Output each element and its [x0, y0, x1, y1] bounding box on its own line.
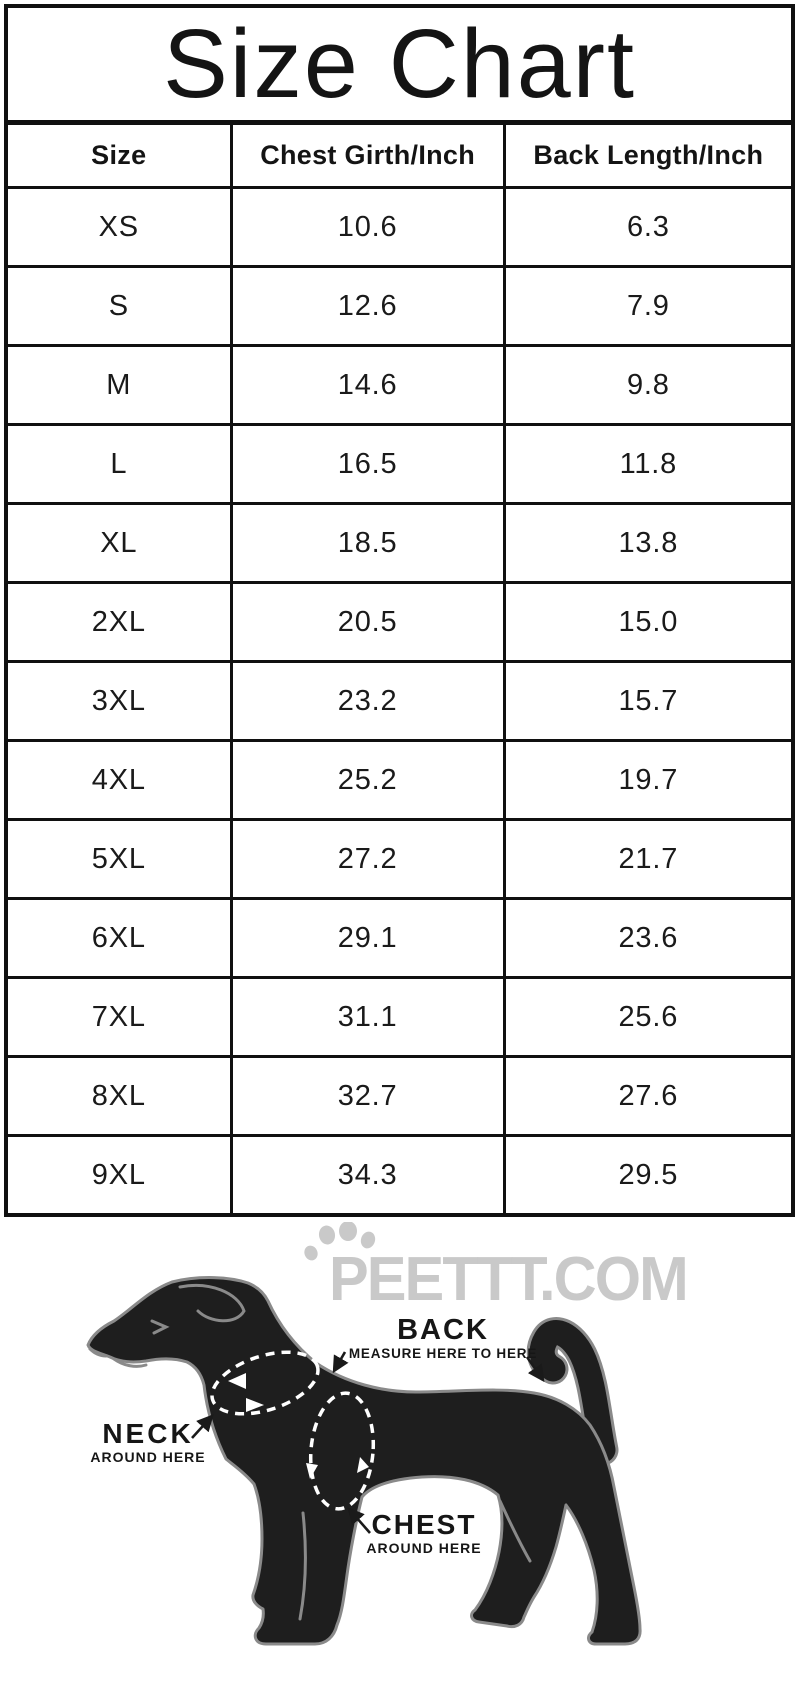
back-label: BACK — [397, 1314, 489, 1346]
size-cell: 3XL — [4, 660, 233, 742]
table-row: XL 18.5 13.8 — [4, 502, 795, 584]
chest-arrow — [347, 1507, 371, 1534]
size-cell: 7XL — [4, 976, 233, 1058]
chest-girth-cell: 34.3 — [229, 1134, 506, 1217]
chest-girth-cell: 12.6 — [229, 265, 506, 347]
size-cell: M — [4, 344, 233, 426]
table-row: 5XL 27.2 21.7 — [4, 818, 795, 900]
table-row: 2XL 20.5 15.0 — [4, 581, 795, 663]
neck-label-block: NECK AROUND HERE — [64, 1419, 232, 1466]
back-length-cell: 19.7 — [502, 739, 795, 821]
neck-sublabel: AROUND HERE — [90, 1449, 206, 1465]
title-row: Size Chart — [4, 4, 795, 125]
size-cell: 4XL — [4, 739, 233, 821]
back-rear-arrow — [525, 1356, 545, 1383]
back-length-cell: 21.7 — [502, 818, 795, 900]
back-front-arrow — [332, 1351, 349, 1374]
dog-silhouette — [86, 1276, 642, 1646]
neck-label: NECK — [102, 1418, 194, 1449]
table-header-row: Size Chest Girth/Inch Back Length/Inch — [4, 121, 795, 189]
back-length-cell: 9.8 — [502, 344, 795, 426]
size-cell: 5XL — [4, 818, 233, 900]
table-row: L 16.5 11.8 — [4, 423, 795, 505]
column-header: Size — [4, 121, 233, 189]
chest-label: CHEST — [371, 1509, 477, 1540]
back-length-cell: 25.6 — [502, 976, 795, 1058]
size-cell: 6XL — [4, 897, 233, 979]
hind-leg-seam — [498, 1499, 532, 1563]
column-header: Back Length/Inch — [502, 121, 795, 189]
size-cell: XS — [4, 186, 233, 268]
chest-girth-cell: 25.2 — [229, 739, 506, 821]
chest-girth-cell: 10.6 — [229, 186, 506, 268]
chest-girth-cell: 16.5 — [229, 423, 506, 505]
table-row: 7XL 31.1 25.6 — [4, 976, 795, 1058]
dog-nose-line — [88, 1347, 108, 1358]
back-length-cell: 15.7 — [502, 660, 795, 742]
neck-arrow — [191, 1414, 214, 1439]
size-cell: 9XL — [4, 1134, 233, 1217]
dog-tail — [526, 1317, 619, 1466]
table-row: 3XL 23.2 15.7 — [4, 660, 795, 742]
back-length-cell: 23.6 — [502, 897, 795, 979]
back-sublabel: MEASURE HERE TO HERE — [348, 1346, 538, 1361]
chest-girth-cell: 23.2 — [229, 660, 506, 742]
chest-girth-cell: 29.1 — [229, 897, 506, 979]
front-leg-seam — [298, 1511, 307, 1621]
chest-girth-cell: 32.7 — [229, 1055, 506, 1137]
chest-girth-cell: 14.6 — [229, 344, 506, 426]
dog-eye — [150, 1319, 170, 1335]
back-label-block: BACK MEASURE HERE TO HERE — [323, 1314, 563, 1362]
back-length-cell: 6.3 — [502, 186, 795, 268]
size-cell: 8XL — [4, 1055, 233, 1137]
back-length-cell: 29.5 — [502, 1134, 795, 1217]
page-title: Size Chart — [4, 4, 795, 125]
dog-mouth-line — [112, 1357, 148, 1368]
column-header: Chest Girth/Inch — [229, 121, 506, 189]
back-length-cell: 15.0 — [502, 581, 795, 663]
back-length-cell: 7.9 — [502, 265, 795, 347]
dog-detail-lines — [88, 1284, 532, 1621]
table-row: M 14.6 9.8 — [4, 344, 795, 426]
size-cell: S — [4, 265, 233, 347]
table-body: XS 10.6 6.3 S 12.6 7.9 M 14.6 9.8 L 16.5 11.8 XL 18.5… — [4, 186, 795, 1217]
size-cell: 2XL — [4, 581, 233, 663]
neck-girth-ellipse — [210, 1350, 320, 1416]
watermark: PEETTT.COM — [329, 1245, 689, 1314]
dog-measurement-diagram — [86, 1276, 642, 1646]
table-row: 8XL 32.7 27.6 — [4, 1055, 795, 1137]
table-row: 6XL 29.1 23.6 — [4, 897, 795, 979]
table-row: XS 10.6 6.3 — [4, 186, 795, 268]
chest-girth-cell: 27.2 — [229, 818, 506, 900]
table-row: 4XL 25.2 19.7 — [4, 739, 795, 821]
size-cell: XL — [4, 502, 233, 584]
back-length-cell: 11.8 — [502, 423, 795, 505]
chest-label-block: CHEST AROUND HERE — [342, 1510, 506, 1557]
chest-girth-cell: 31.1 — [229, 976, 506, 1058]
table-row: 9XL 34.3 29.5 — [4, 1134, 795, 1217]
chest-girth-cell: 18.5 — [229, 502, 506, 584]
table-row: S 12.6 7.9 — [4, 265, 795, 347]
pointer-arrows — [191, 1351, 545, 1534]
size-chart-table: Size Chart Size Chest Girth/Inch Back Leng… — [4, 4, 795, 1217]
chest-girth-cell: 20.5 — [229, 581, 506, 663]
back-length-cell: 27.6 — [502, 1055, 795, 1137]
back-length-cell: 13.8 — [502, 502, 795, 584]
paw-print-icon — [304, 1222, 376, 1261]
size-cell: L — [4, 423, 233, 505]
chest-sublabel: AROUND HERE — [366, 1540, 482, 1556]
ellipse-arrowheads — [228, 1373, 369, 1479]
